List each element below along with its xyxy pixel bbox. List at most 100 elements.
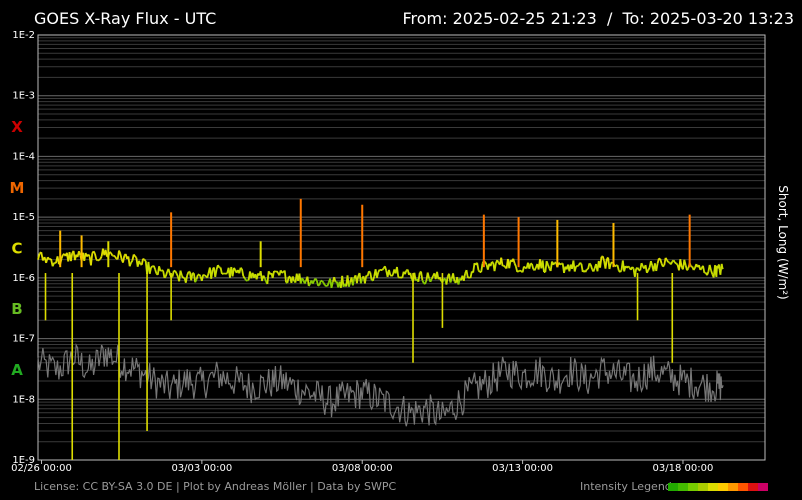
long-channel-segment [452,273,456,282]
long-channel-segment [429,278,433,283]
long-channel-segment [243,277,247,281]
long-channel-segment [384,265,388,272]
long-channel-segment [204,274,207,277]
y-tick-label: 1E-7 [12,334,35,345]
long-channel-segment [686,267,690,271]
long-channel-segment [633,268,638,277]
long-channel-segment [364,275,368,284]
legend-swatch [688,483,698,491]
long-channel-segment [424,280,428,285]
license-text: License: CC BY-SA 3.0 DE | Plot by Andre… [34,480,397,493]
long-channel-segment [142,257,145,261]
long-channel-segment [198,273,202,278]
legend-swatch [728,483,738,491]
long-channel-segment [231,267,235,277]
long-channel-segment [692,267,696,271]
long-channel-segment [78,250,82,256]
long-channel-segment [579,262,582,265]
long-channel-segment [601,256,605,262]
long-channel-segment [413,272,417,281]
y-tick-label: 1E-3 [12,91,35,102]
long-channel-segment [184,275,189,283]
long-channel-segment [114,255,118,260]
long-channel-segment [469,271,473,279]
long-channel-segment [162,270,166,278]
long-channel-segment [706,271,710,276]
long-channel-segment [154,268,158,274]
long-channel-segment [51,262,56,267]
long-channel-segment [512,258,516,264]
long-channel-segment [175,272,179,277]
long-channel-segment [143,259,147,262]
long-channel-segment [322,282,326,286]
long-channel-segment [670,261,674,265]
long-channel-segment [508,259,512,269]
long-channel-segment [659,258,663,264]
long-channel-segment [372,276,376,281]
long-channel-segment [616,264,620,271]
long-channel-segment [528,263,532,269]
long-channel-segment [396,266,400,278]
long-channel-segment [150,265,153,269]
long-channel-segment [559,262,562,266]
long-channel-segment [217,264,221,268]
long-channel-segment [438,276,442,282]
long-channel-segment [608,263,612,270]
long-channel-segment [647,267,651,271]
long-channel-segment [214,269,218,278]
long-channel-segment [445,276,449,285]
long-channel-segment [716,265,720,269]
long-channel-segment [430,275,434,280]
intensity-legend-bar [668,483,768,491]
y-axis-label: Short, Long (W/m²) [776,185,790,299]
long-channel-segment [658,257,661,260]
long-channel-segment [631,266,635,269]
long-channel-segment [421,279,425,284]
long-channel-segment [197,273,200,276]
long-channel-segment [148,267,152,275]
long-channel-segment [301,277,305,281]
long-channel-segment [552,262,556,266]
long-channel-segment [516,270,520,273]
long-channel-segment [271,270,275,279]
flare-class-label: C [11,240,22,258]
y-tick-label: 1E-8 [12,394,35,405]
y-tick-label: 1E-4 [12,151,35,162]
long-channel-segment [314,277,318,282]
legend-swatch [748,483,758,491]
long-channel-segment [306,276,310,287]
y-tick-label: 1E-6 [12,273,35,284]
long-channel-segment [675,262,679,266]
long-channel-segment [664,257,668,261]
long-channel-segment [242,275,246,279]
long-channel-segment [95,258,99,262]
long-channel-segment [303,280,307,284]
legend-swatch [698,483,708,491]
legend-swatch [668,483,678,491]
long-channel-segment [472,263,476,273]
x-tick-label: 03/08 00:00 [332,463,393,474]
y-tick-label: 1E-2 [12,30,35,41]
long-channel-segment [679,259,683,268]
long-channel-segment [219,267,223,275]
long-channel-segment [140,258,144,265]
x-tick-label: 03/18 00:00 [653,463,714,474]
long-channel-segment [404,270,408,275]
long-channel-segment [610,261,613,265]
plot-frame [37,34,766,461]
long-channel-segment [326,281,330,287]
long-channel-segment [317,284,320,287]
long-channel-segment [179,270,183,276]
long-channel-segment [194,278,198,283]
long-channel-segment [409,272,413,280]
long-channel-segment [702,265,706,274]
long-channel-segment [132,253,136,257]
long-channel-segment [390,274,394,277]
long-channel-segment [130,260,134,264]
long-channel-segment [513,262,517,267]
long-channel-segment [90,253,94,266]
long-channel-segment [281,271,284,274]
long-channel-segment [547,264,551,269]
long-channel-segment [262,275,266,279]
long-channel-segment [341,275,345,287]
